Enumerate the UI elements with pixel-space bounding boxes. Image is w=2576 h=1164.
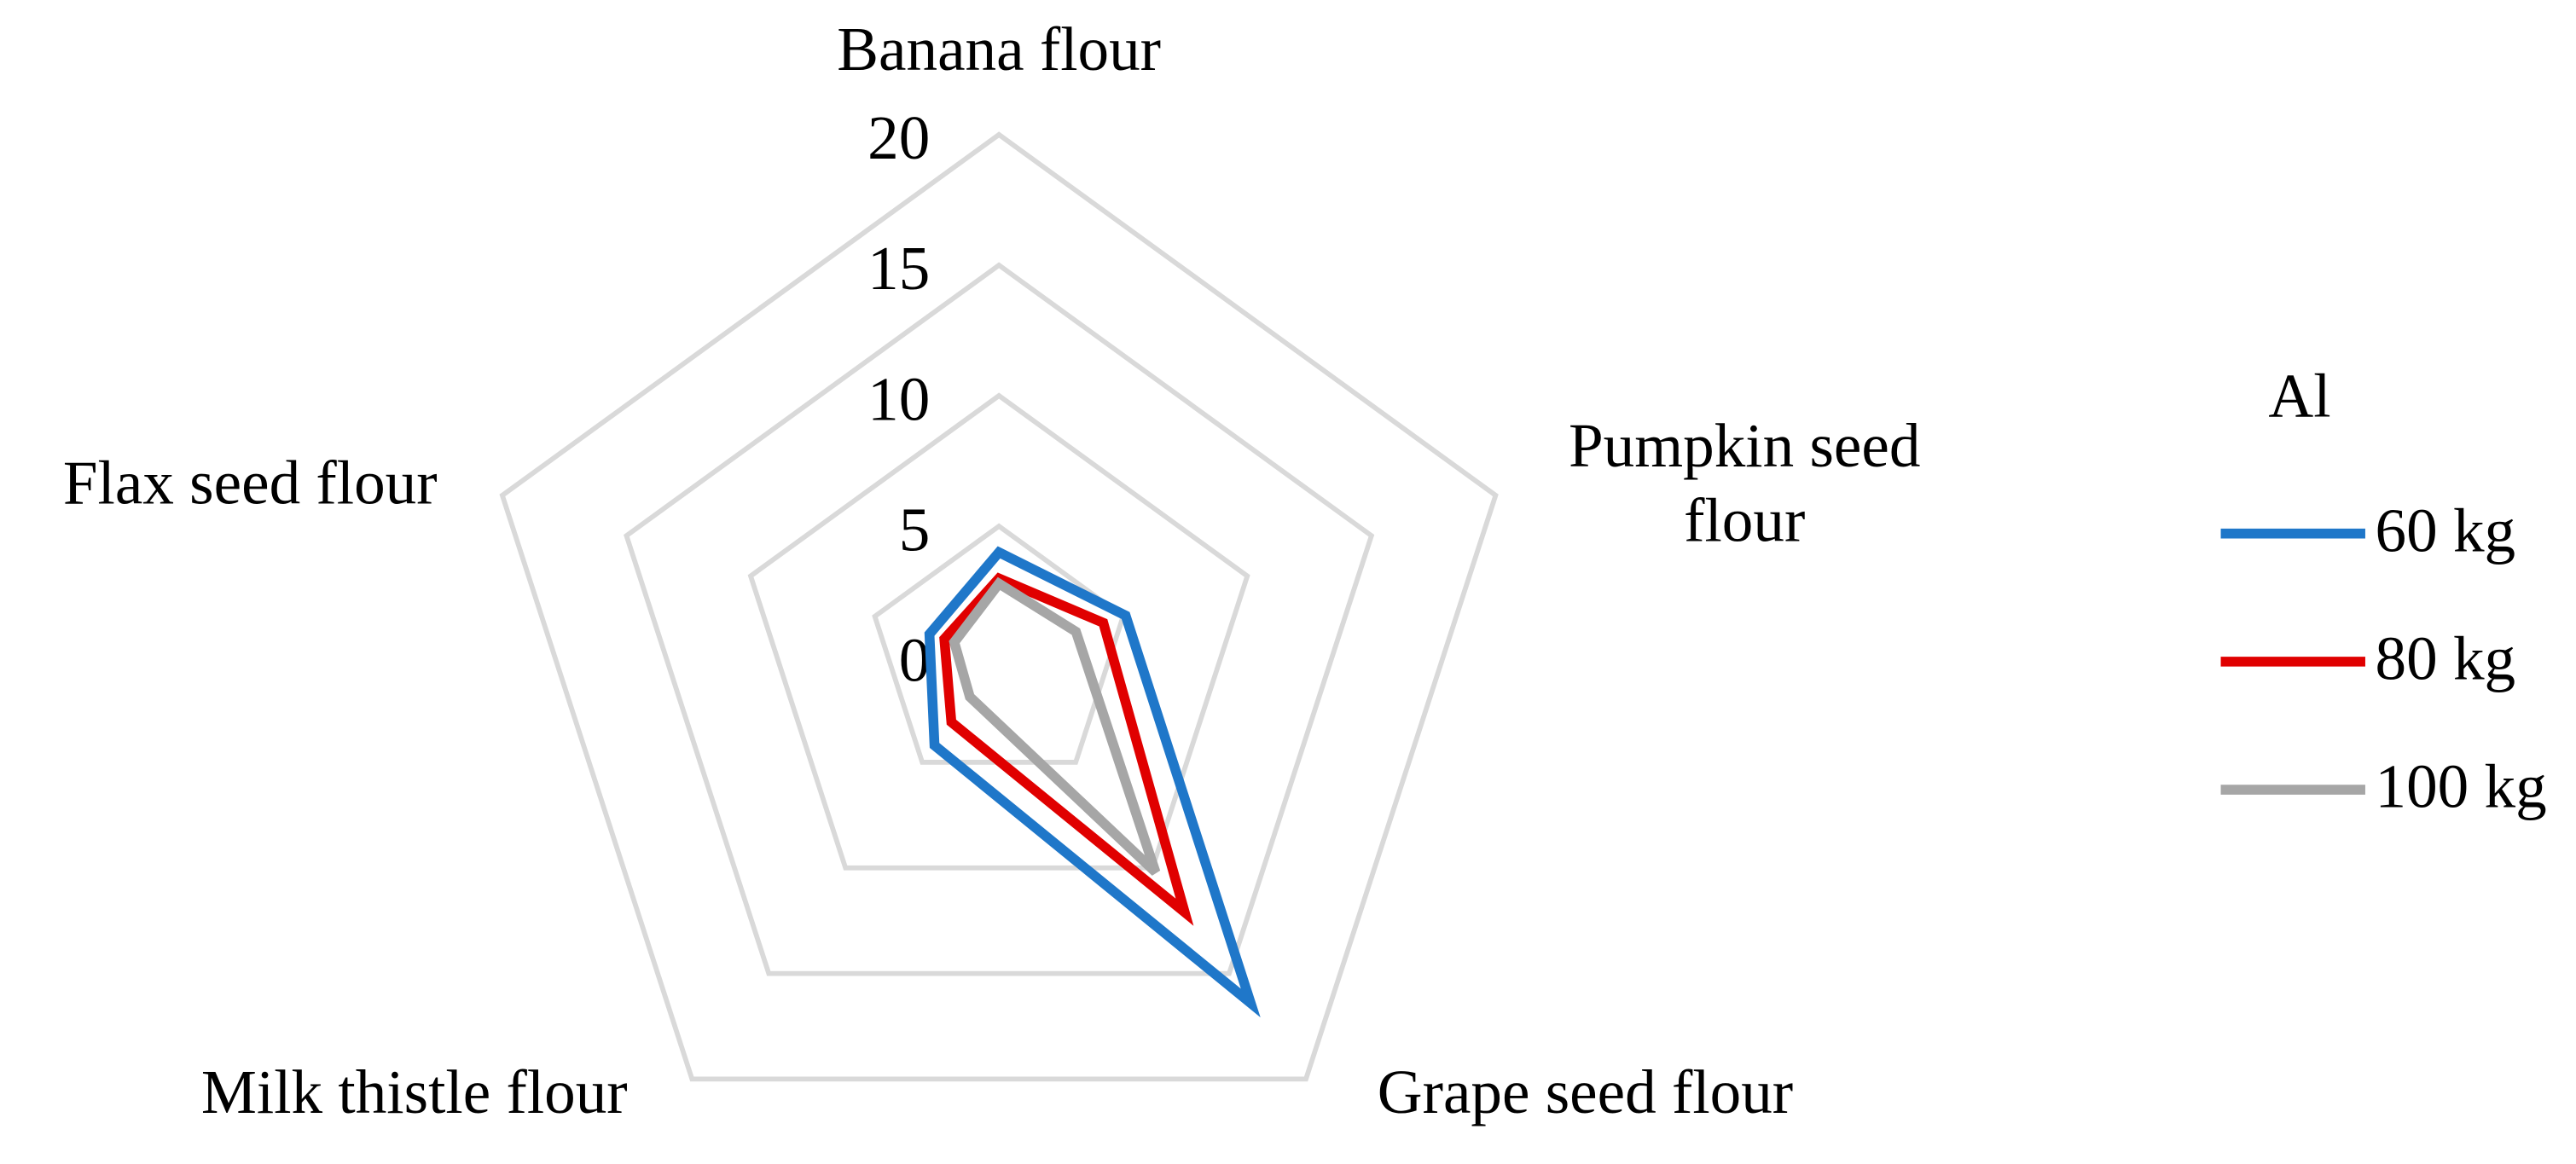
legend-label: 80 kg xyxy=(2376,624,2516,693)
legend-title: Al xyxy=(2268,361,2330,430)
legend-label: 60 kg xyxy=(2376,495,2516,565)
category-label: Banana flour xyxy=(837,14,1161,84)
series-line xyxy=(939,572,1194,926)
r-tick-label: 15 xyxy=(867,234,930,303)
category-label: Grape seed flour xyxy=(1378,1057,1793,1126)
grid-line xyxy=(624,262,1375,976)
category-label: Pumpkin seed flour xyxy=(1569,411,1920,555)
category-label: Milk thistle flour xyxy=(201,1057,628,1126)
legend-label: 100 kg xyxy=(2376,752,2547,821)
grid-line xyxy=(499,131,1499,1082)
r-tick-label: 10 xyxy=(867,364,930,433)
r-tick-label: 20 xyxy=(867,103,930,172)
series-line xyxy=(949,576,1161,876)
grid-line xyxy=(747,392,1250,871)
category-label: Flax seed flour xyxy=(63,449,438,518)
r-tick-label: 5 xyxy=(899,495,931,564)
series-line xyxy=(924,546,1261,1018)
